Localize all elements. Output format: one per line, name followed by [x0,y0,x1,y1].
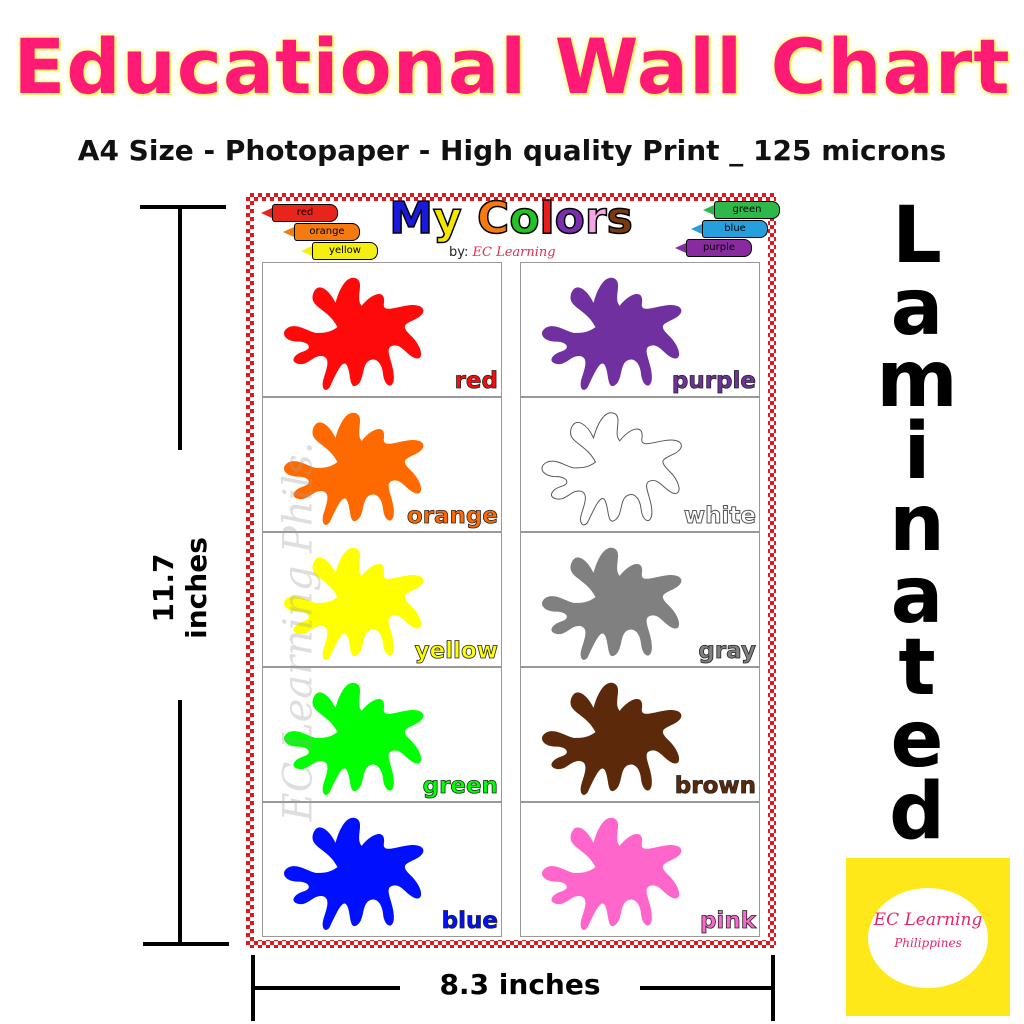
height-line-top [178,205,182,450]
subtitle: A4 Size - Photopaper - High quality Prin… [77,134,947,167]
ec-learning-logo: EC Learning Philippines [846,858,1010,1016]
color-label: green [422,773,498,800]
paint-splat-icon [541,412,682,526]
laminated-letter: t [898,623,936,713]
poster-title: My Colors [254,193,768,244]
color-label: purple [671,368,756,395]
paint-splat-icon [283,547,424,660]
color-card-red: red [262,262,502,397]
title-letter: y [432,193,462,244]
laminated-letter: m [876,335,958,425]
crayon-red: red [261,204,338,222]
color-card-orange: orange [262,397,502,532]
title-letter [462,195,477,243]
laminated-letter: a [890,263,944,353]
title-letter: l [539,193,556,244]
crayon-yellow: yellow [301,242,378,260]
height-cap-top [140,205,226,209]
crayon-label: purple [702,242,736,253]
color-label: white [683,503,756,530]
color-card-yellow: yellow [262,532,502,667]
paint-splat-icon [283,277,424,390]
width-label: 8.3 inches [400,968,640,1001]
crayon-green: green [703,201,780,219]
color-card-green: green [262,667,502,802]
crayon-label: yellow [329,245,361,256]
laminated-letter: i [903,407,931,497]
paint-splat-icon [541,817,682,930]
paint-splat-icon [541,547,682,660]
color-label: gray [698,638,756,665]
color-card-blue: blue [262,802,502,937]
paint-splat-icon [541,682,682,795]
height-cap-bottom [143,942,229,946]
color-card-purple: purple [520,262,760,397]
height-line-bottom [178,700,182,945]
crayon-blue: blue [691,220,768,238]
title-letter: o [509,193,541,244]
color-label: blue [441,908,498,935]
color-label: pink [699,908,757,935]
title-letter: s [606,193,634,244]
crayon-label: blue [724,223,746,234]
poster-byline: by: EC Learning [449,245,556,260]
by-name: EC Learning [472,245,556,260]
laminated-letter: a [890,551,944,641]
title-letter: C [476,193,510,244]
paint-splat-icon [283,817,424,930]
height-label: 11.7 inches [147,537,213,639]
laminated-letter: e [890,695,944,785]
laminated-letter: L [892,191,942,281]
crayon-label: red [296,207,314,218]
title-letter: o [554,193,586,244]
crayon-orange: orange [283,223,360,241]
crayon-label: green [732,204,762,215]
color-card-pink: pink [520,802,760,937]
crayon-purple: purple [675,239,752,257]
width-cap-right [771,955,775,1021]
laminated-letter: n [889,479,945,569]
color-card-brown: brown [520,667,760,802]
color-label: orange [406,503,498,530]
crayon-label: orange [309,226,345,237]
color-label: red [454,368,498,395]
paint-splat-icon [283,682,424,795]
color-label: yellow [414,638,498,665]
by-label: by: [449,245,469,260]
color-card-white: white [520,397,760,532]
logo-line1: EC Learning [873,910,983,930]
colors-poster: My Colors by: EC Learning red orange yello… [246,193,780,948]
title-letter: M [388,193,433,244]
color-card-gray: gray [520,532,760,667]
logo-line2: Philippines [894,936,962,950]
color-label: brown [674,773,756,800]
page-title: Educational Wall Chart [13,22,1011,111]
paint-splat-icon [283,412,424,525]
title-letter: r [584,193,607,244]
laminated-letter: d [889,767,945,857]
paint-splat-icon [541,277,682,390]
